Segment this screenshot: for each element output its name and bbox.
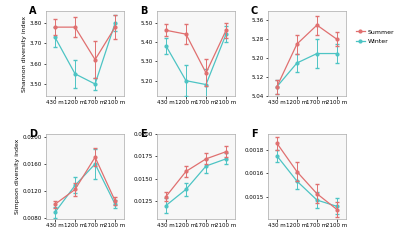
Text: B: B <box>140 6 147 16</box>
Y-axis label: Shannon diversity index: Shannon diversity index <box>22 15 27 92</box>
Text: F: F <box>251 129 257 139</box>
Y-axis label: Simpson diversity index: Simpson diversity index <box>15 139 20 214</box>
Text: A: A <box>29 6 36 16</box>
Text: E: E <box>140 129 146 139</box>
Text: C: C <box>251 6 258 16</box>
Text: D: D <box>29 129 37 139</box>
Legend: Summer, Winter: Summer, Winter <box>353 27 397 46</box>
